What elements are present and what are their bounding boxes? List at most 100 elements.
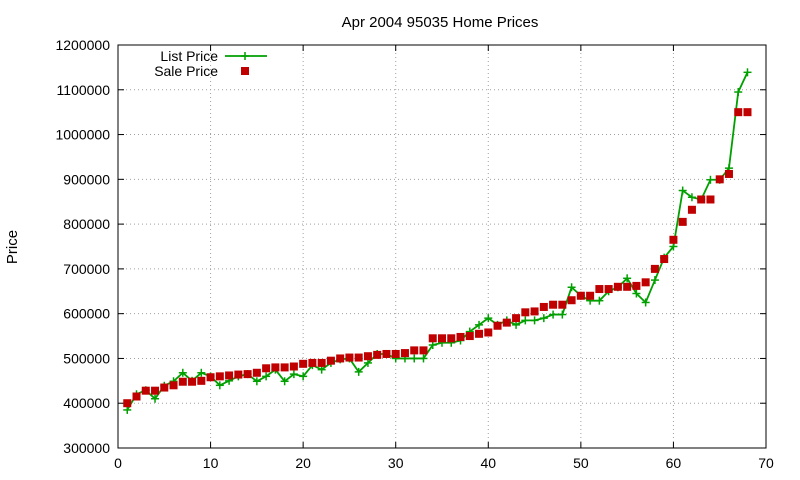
data-point <box>512 320 521 329</box>
data-point <box>706 195 715 204</box>
data-point <box>650 264 659 273</box>
data-point <box>178 368 187 377</box>
data-point <box>317 358 326 367</box>
x-tick-label: 30 <box>388 455 404 471</box>
y-tick-label: 1000000 <box>55 127 110 143</box>
data-point <box>206 373 215 382</box>
data-point <box>151 394 160 403</box>
data-point <box>660 255 669 264</box>
data-point <box>123 405 132 414</box>
data-point <box>743 68 752 77</box>
data-point <box>419 346 428 355</box>
data-point <box>465 332 474 341</box>
data-point <box>595 296 604 305</box>
data-point <box>576 291 585 300</box>
data-point <box>475 320 484 329</box>
data-point <box>687 193 696 202</box>
data-point <box>641 298 650 307</box>
data-point <box>299 359 308 368</box>
data-point <box>410 354 419 363</box>
data-point <box>623 274 632 283</box>
data-point <box>669 235 678 244</box>
data-point <box>715 175 724 184</box>
data-point <box>549 310 558 319</box>
x-tick-label: 70 <box>758 455 774 471</box>
data-point <box>262 372 271 381</box>
data-point <box>252 377 261 386</box>
data-point <box>521 316 530 325</box>
data-point <box>225 371 234 380</box>
grid <box>118 45 766 448</box>
data-point <box>299 372 308 381</box>
y-tick-label: 800000 <box>63 216 110 232</box>
data-point <box>613 282 622 291</box>
data-point <box>400 349 409 358</box>
data-point <box>197 376 206 385</box>
data-point <box>530 316 539 325</box>
data-point <box>567 283 576 292</box>
data-point <box>289 370 298 379</box>
series <box>123 68 752 414</box>
data-point <box>363 358 372 367</box>
data-point <box>280 363 289 372</box>
data-point <box>141 386 150 395</box>
data-point <box>373 350 382 359</box>
data-point <box>586 291 595 300</box>
data-point <box>252 368 261 377</box>
data-point <box>178 377 187 386</box>
data-point <box>234 370 243 379</box>
y-tick-label: 600000 <box>63 306 110 322</box>
data-point <box>697 195 706 204</box>
data-point <box>280 377 289 386</box>
x-tick-label: 60 <box>666 455 682 471</box>
data-point <box>262 364 271 373</box>
plot-frame <box>117 44 767 449</box>
data-point <box>363 352 372 361</box>
data-point <box>539 302 548 311</box>
data-point <box>354 367 363 376</box>
series-2 <box>123 108 752 408</box>
y-tick-label: 1200000 <box>55 37 110 53</box>
data-point <box>567 296 576 305</box>
data-point <box>428 334 437 343</box>
data-point <box>391 349 400 358</box>
data-point <box>382 349 391 358</box>
data-point <box>271 363 280 372</box>
legend-marker <box>241 52 249 60</box>
data-point <box>447 334 456 343</box>
data-point <box>123 399 132 408</box>
data-point <box>641 278 650 287</box>
data-point <box>197 368 206 377</box>
data-point <box>521 308 530 317</box>
data-point <box>326 356 335 365</box>
data-point <box>549 300 558 309</box>
data-point <box>706 175 715 184</box>
y-axis-label: Price <box>4 230 21 264</box>
data-point <box>493 321 502 330</box>
data-point <box>724 169 733 178</box>
x-tick-label: 20 <box>295 455 311 471</box>
data-point <box>188 377 197 386</box>
data-point <box>336 354 345 363</box>
legend-marker <box>241 67 249 75</box>
data-point <box>132 392 141 401</box>
data-point <box>169 381 178 390</box>
data-point <box>160 383 169 392</box>
series-line <box>126 71 749 411</box>
data-point <box>289 362 298 371</box>
axes: 0 10 20 30 40 50 60 70 300000 400000 500000 600000 7… <box>55 37 774 471</box>
data-point <box>734 108 743 117</box>
data-point <box>317 365 326 374</box>
data-point <box>558 300 567 309</box>
data-point <box>678 217 687 226</box>
data-point <box>215 372 224 381</box>
x-tick-label: 0 <box>114 455 122 471</box>
data-point <box>475 329 484 338</box>
data-point <box>456 332 465 341</box>
x-tick-label: 40 <box>480 455 496 471</box>
y-tick-label: 400000 <box>63 395 110 411</box>
legend-label: List Price <box>160 48 218 64</box>
data-point <box>410 346 419 355</box>
